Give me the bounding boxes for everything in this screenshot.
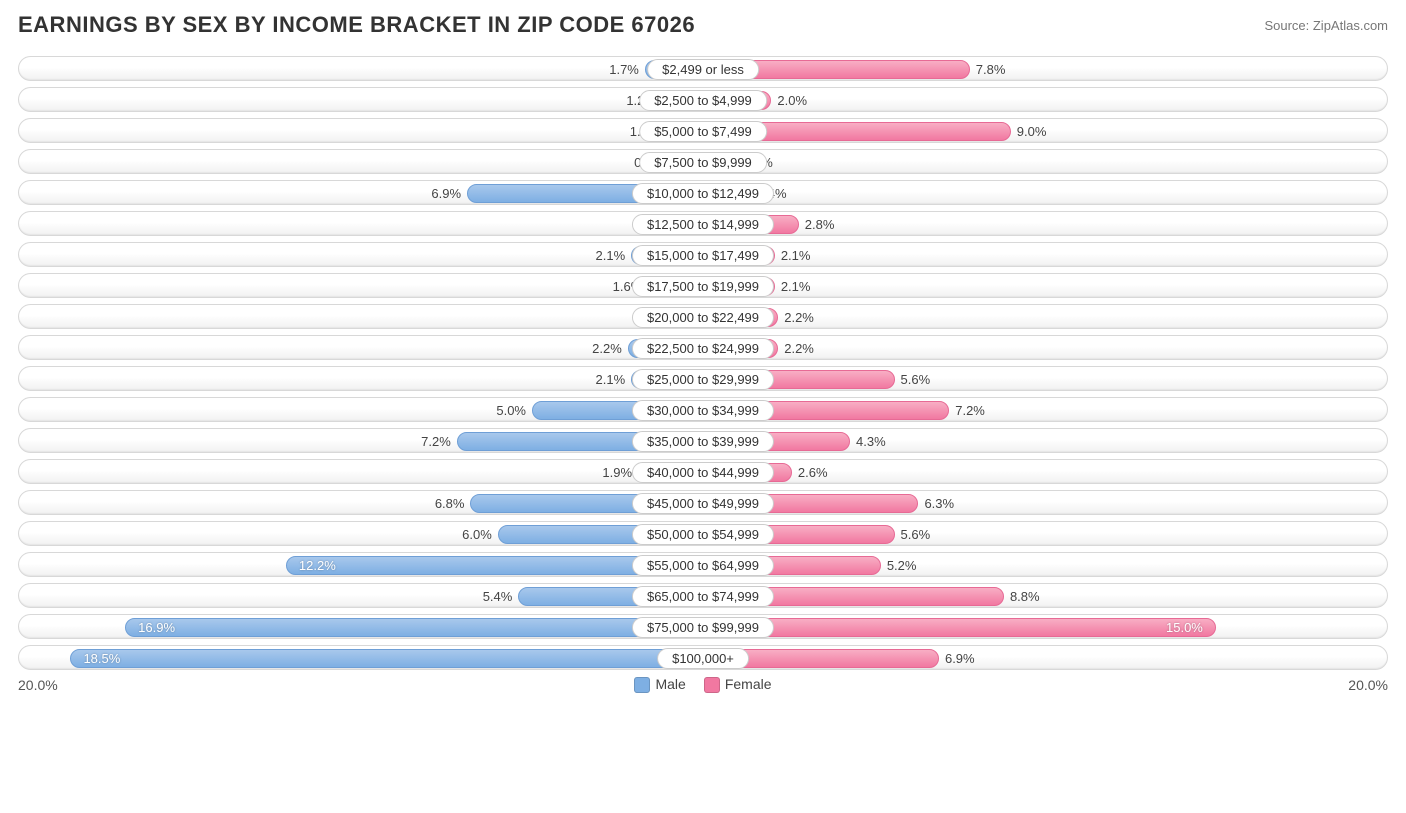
female-value-label: 5.6% xyxy=(901,522,931,547)
axis-max-left: 20.0% xyxy=(18,677,58,693)
male-swatch-icon xyxy=(634,677,650,693)
female-value-label: 2.2% xyxy=(784,336,814,361)
female-value-label: 2.2% xyxy=(784,305,814,330)
female-value-label: 8.8% xyxy=(1010,584,1040,609)
category-label: $55,000 to $64,999 xyxy=(632,555,774,576)
female-value-label: 2.6% xyxy=(798,460,828,485)
chart-row: 5.0% 7.2% $30,000 to $34,999 xyxy=(18,397,1388,422)
category-label: $2,500 to $4,999 xyxy=(639,90,767,111)
category-label: $50,000 to $54,999 xyxy=(632,524,774,545)
chart-row: 6.0% 5.6% $50,000 to $54,999 xyxy=(18,521,1388,546)
category-label: $75,000 to $99,999 xyxy=(632,617,774,638)
chart-footer: 20.0% Male Female 20.0% xyxy=(18,676,1388,693)
category-label: $65,000 to $74,999 xyxy=(632,586,774,607)
male-value-label: 2.2% xyxy=(592,336,622,361)
category-label: $25,000 to $29,999 xyxy=(632,369,774,390)
chart-row: 6.8% 6.3% $45,000 to $49,999 xyxy=(18,490,1388,515)
category-label: $2,499 or less xyxy=(647,59,759,80)
category-label: $100,000+ xyxy=(657,648,749,669)
female-bar xyxy=(703,618,1216,637)
category-label: $22,500 to $24,999 xyxy=(632,338,774,359)
category-label: $40,000 to $44,999 xyxy=(632,462,774,483)
chart-row: 2.1% 5.6% $25,000 to $29,999 xyxy=(18,366,1388,391)
female-value-label: 6.9% xyxy=(945,646,975,671)
male-value-label: 6.8% xyxy=(435,491,465,516)
chart-row: 12.2% 5.2% $55,000 to $64,999 xyxy=(18,552,1388,577)
female-value-label: 5.2% xyxy=(887,553,917,578)
chart-row: 1.6%2.1%$17,500 to $19,999 xyxy=(18,273,1388,298)
male-value-label: 2.1% xyxy=(596,367,626,392)
chart-row: 0.0%2.8%$12,500 to $14,999 xyxy=(18,211,1388,236)
male-value-label: 7.2% xyxy=(421,429,451,454)
diverging-bar-chart: 1.7%7.8%$2,499 or less1.2%2.0%$2,500 to … xyxy=(18,56,1388,670)
female-value-label: 9.0% xyxy=(1017,119,1047,144)
header: EARNINGS BY SEX BY INCOME BRACKET IN ZIP… xyxy=(18,12,1388,38)
chart-row: 2.2% 2.2% $22,500 to $24,999 xyxy=(18,335,1388,360)
chart-row: 1.1%9.0%$5,000 to $7,499 xyxy=(18,118,1388,143)
male-value-label: 5.4% xyxy=(483,584,513,609)
chart-title: EARNINGS BY SEX BY INCOME BRACKET IN ZIP… xyxy=(18,12,695,38)
female-value-label: 2.1% xyxy=(781,274,811,299)
chart-row: 5.4% 8.8% $65,000 to $74,999 xyxy=(18,583,1388,608)
female-value-label: 15.0% xyxy=(1166,615,1203,640)
male-value-label: 2.1% xyxy=(596,243,626,268)
axis-max-right: 20.0% xyxy=(1348,677,1388,693)
chart-row: 2.1% 2.1% $15,000 to $17,499 xyxy=(18,242,1388,267)
chart-row: 0.68%1.0%$7,500 to $9,999 xyxy=(18,149,1388,174)
category-label: $35,000 to $39,999 xyxy=(632,431,774,452)
category-label: $15,000 to $17,499 xyxy=(632,245,774,266)
chart-row: 18.5% 6.9% $100,000+ xyxy=(18,645,1388,670)
male-value-label: 18.5% xyxy=(83,646,120,671)
category-label: $12,500 to $14,999 xyxy=(632,214,774,235)
category-label: $7,500 to $9,999 xyxy=(639,152,767,173)
chart-row: 1.9% 2.6% $40,000 to $44,999 xyxy=(18,459,1388,484)
male-value-label: 6.0% xyxy=(462,522,492,547)
category-label: $20,000 to $22,499 xyxy=(632,307,774,328)
category-label: $17,500 to $19,999 xyxy=(632,276,774,297)
category-label: $30,000 to $34,999 xyxy=(632,400,774,421)
legend-female-label: Female xyxy=(725,676,772,692)
male-value-label: 1.7% xyxy=(609,57,639,82)
category-label: $10,000 to $12,499 xyxy=(632,183,774,204)
male-value-label: 12.2% xyxy=(299,553,336,578)
female-value-label: 7.2% xyxy=(955,398,985,423)
legend-male-label: Male xyxy=(655,676,685,692)
female-value-label: 2.0% xyxy=(777,88,807,113)
chart-row: 1.2%2.0%$2,500 to $4,999 xyxy=(18,87,1388,112)
chart-row: 1.7% 7.8% $2,499 or less xyxy=(18,56,1388,81)
male-value-label: 5.0% xyxy=(496,398,526,423)
chart-row: 6.9%1.4%$10,000 to $12,499 xyxy=(18,180,1388,205)
chart-row: 7.2% 4.3% $35,000 to $39,999 xyxy=(18,428,1388,453)
legend-item-male: Male xyxy=(634,676,685,693)
male-bar xyxy=(125,618,703,637)
female-value-label: 5.6% xyxy=(901,367,931,392)
female-value-label: 2.1% xyxy=(781,243,811,268)
male-value-label: 16.9% xyxy=(138,615,175,640)
legend: Male Female xyxy=(634,676,771,693)
female-value-label: 2.8% xyxy=(805,212,835,237)
source-attribution: Source: ZipAtlas.com xyxy=(1264,18,1388,33)
legend-item-female: Female xyxy=(704,676,772,693)
female-value-label: 7.8% xyxy=(976,57,1006,82)
female-value-label: 6.3% xyxy=(924,491,954,516)
category-label: $5,000 to $7,499 xyxy=(639,121,767,142)
category-label: $45,000 to $49,999 xyxy=(632,493,774,514)
chart-row: 0.61%2.2%$20,000 to $22,499 xyxy=(18,304,1388,329)
female-swatch-icon xyxy=(704,677,720,693)
female-value-label: 4.3% xyxy=(856,429,886,454)
male-value-label: 1.9% xyxy=(602,460,632,485)
male-value-label: 6.9% xyxy=(431,181,461,206)
male-bar xyxy=(70,649,703,668)
chart-row: 16.9% 15.0% $75,000 to $99,999 xyxy=(18,614,1388,639)
